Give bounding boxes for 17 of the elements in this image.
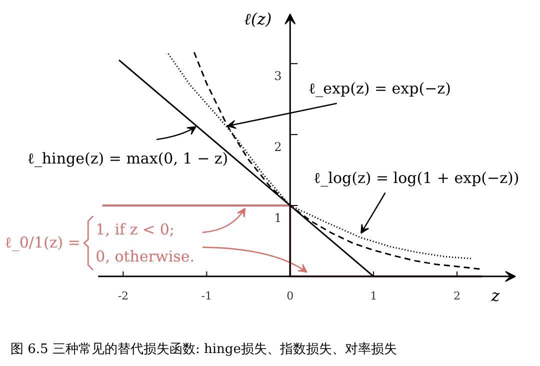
x-tick-label: -1 bbox=[201, 290, 212, 303]
x-tick-label: 0 bbox=[286, 290, 294, 303]
y-tick-label: 3 bbox=[274, 69, 282, 84]
caption: 图 6.5 三种常见的替代损失函数: hinge损失、指数损失、对率损失 bbox=[10, 340, 397, 357]
annotation: ℓ_exp(z) = exp(−z) bbox=[308, 79, 451, 98]
x-tick-label: -2 bbox=[118, 290, 129, 303]
annotation: 0, otherwise. bbox=[96, 248, 194, 266]
annotation: ℓ_hinge(z) = max(0, 1 − z) bbox=[27, 150, 228, 168]
x-tick-label: 2 bbox=[454, 290, 461, 303]
annotation: 1, if z < 0; bbox=[96, 220, 174, 239]
y-axis-title: ℓ(z) bbox=[244, 9, 272, 28]
y-tick-label: 2 bbox=[274, 140, 282, 154]
y-tick-label: 1 bbox=[274, 211, 282, 226]
annotation: ℓ_log(z) = log(1 + exp(−z)) bbox=[313, 168, 520, 187]
x-axis-title: z bbox=[490, 286, 500, 306]
text: ℓ_0/1(z) = bbox=[4, 233, 80, 252]
x-tick-label: 1 bbox=[370, 290, 378, 303]
